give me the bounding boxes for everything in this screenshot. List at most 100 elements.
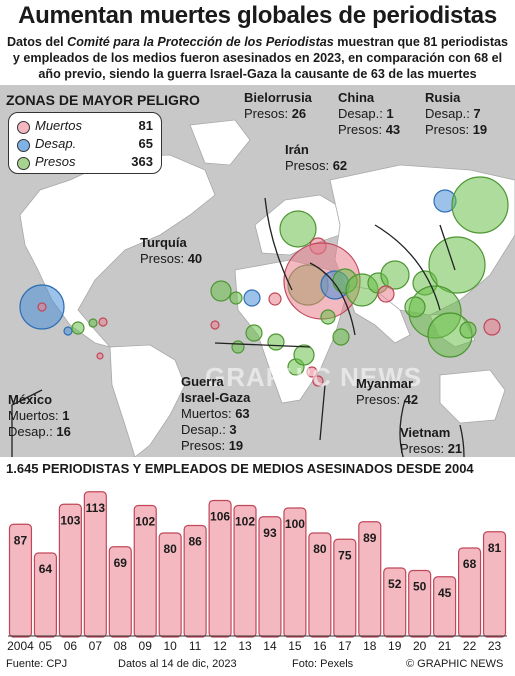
bar-value-label: 87 <box>14 533 28 547</box>
map-bubble-28 <box>306 366 318 378</box>
callout-rusia: Rusia Desap.: 7 Presos: 19 <box>425 90 488 137</box>
x-tick-label: 20 <box>413 639 427 653</box>
map-bubble-34 <box>96 352 104 360</box>
callout-mexico: México Muertos: 1 Desap.: 16 <box>8 392 71 439</box>
x-tick-label: 11 <box>189 639 202 653</box>
map-bubble-35 <box>210 320 220 330</box>
bar-2004 <box>8 523 33 638</box>
map-bubble-36 <box>231 340 245 354</box>
x-tick-label: 21 <box>438 639 452 653</box>
leader-guerra <box>319 384 326 441</box>
map-bubble-38 <box>332 328 350 346</box>
map-bubble-25 <box>245 324 263 342</box>
map-bubble-22 <box>268 292 282 306</box>
x-tick-label: 17 <box>338 639 352 653</box>
callout-turquia: Turquía Presos: 40 <box>140 235 203 266</box>
bar-value-label: 106 <box>210 510 230 524</box>
leader-myanmar <box>399 399 406 457</box>
bar-22 <box>458 547 482 638</box>
leader-vietnam <box>459 424 465 457</box>
bar-18 <box>358 521 382 638</box>
x-tick-label: 09 <box>139 639 153 653</box>
bar-17 <box>333 538 357 638</box>
x-tick-label: 07 <box>89 639 103 653</box>
bar-value-label: 69 <box>114 556 128 570</box>
callout-china: China Desap.: 1 Presos: 43 <box>338 90 401 137</box>
map-bubble-20 <box>377 285 395 303</box>
bar-value-label: 75 <box>338 548 352 562</box>
leader-rusia <box>439 224 456 271</box>
chart-title: 1.645 PERIODISTAS Y EMPLEADOS DE MEDIOS … <box>6 461 474 476</box>
bar-20 <box>408 569 432 638</box>
x-tick-label: 16 <box>313 639 327 653</box>
world-map <box>11 119 515 457</box>
map-bubble-19 <box>483 318 501 336</box>
map-bubble-24 <box>229 291 243 305</box>
map-bubble-33 <box>98 317 108 327</box>
legend-row-presos: Presos 363 <box>17 154 153 172</box>
map-bubble-29 <box>312 375 324 387</box>
bar-value-label: 50 <box>413 580 427 594</box>
bar-value-label: 80 <box>313 542 327 556</box>
land-south-america <box>109 344 186 457</box>
x-tick-label: 19 <box>388 639 402 653</box>
zones-title: ZONAS DE MAYOR PELIGRO <box>6 92 200 108</box>
map-bubble-10 <box>380 260 410 290</box>
x-tick-label: 15 <box>288 639 302 653</box>
footer-credit: © GRAPHIC NEWS <box>406 658 504 670</box>
x-tick-label: 13 <box>238 639 252 653</box>
bar-value-label: 103 <box>60 513 80 527</box>
bar-10 <box>158 532 182 638</box>
footer-source: Fuente: CPJ <box>6 658 68 670</box>
x-tick-label: 22 <box>463 639 477 653</box>
bar-05 <box>33 552 58 638</box>
callout-myanmar: Myanmar Presos: 42 <box>356 376 419 407</box>
bar-12 <box>208 499 232 638</box>
leader-turquia <box>214 342 311 348</box>
bar-chart: 87 2004 64 05 103 06 113 07 69 08 102 09 80 10 86 11 106… <box>7 491 507 653</box>
map-bubble-18 <box>459 321 477 339</box>
leader-china <box>374 224 441 311</box>
world-map-panel <box>0 85 515 457</box>
page-subtitle: Datos del Comité para la Protección de l… <box>6 35 509 81</box>
legend-row-desap: Desap. 65 <box>17 136 153 154</box>
map-bubble-23 <box>210 280 232 302</box>
callout-vietnam: Vietnam Presos: 21 <box>400 425 463 456</box>
map-bubble-14 <box>451 176 509 234</box>
bar-value-label: 45 <box>438 586 452 600</box>
x-tick-label: 14 <box>263 639 277 653</box>
page-title: Aumentan muertes globales de periodistas <box>18 2 497 29</box>
bar-06 <box>58 503 82 638</box>
bar-23 <box>482 531 507 638</box>
footer-photo: Foto: Pexels <box>292 658 354 670</box>
bar-value-label: 102 <box>235 515 255 529</box>
map-bubble-30 <box>63 326 73 336</box>
bar-15 <box>283 507 307 638</box>
bar-value-label: 52 <box>388 577 402 591</box>
bar-19 <box>383 567 407 638</box>
bar-21 <box>433 576 457 638</box>
callout-bielorrusia: Bielorrusia Presos: 26 <box>244 90 312 121</box>
bar-09 <box>133 504 157 638</box>
land-greenland <box>189 119 251 166</box>
leader-mexico <box>11 389 43 457</box>
bar-value-label: 81 <box>488 541 502 555</box>
callout-iran: Irán Presos: 62 <box>285 142 348 173</box>
map-bubble-39 <box>293 344 315 366</box>
leader-iran <box>309 262 356 336</box>
footer-date: Datos al 14 de dic, 2023 <box>118 658 237 670</box>
bar-value-label: 113 <box>86 501 106 515</box>
land-north-america <box>19 154 216 348</box>
leader-bielorrusia <box>264 197 293 291</box>
bar-14 <box>258 516 282 638</box>
map-bubble-17 <box>404 296 426 318</box>
x-tick-label: 06 <box>64 639 78 653</box>
bar-value-label: 89 <box>363 531 377 545</box>
bar-value-label: 93 <box>263 526 277 540</box>
bar-13 <box>233 504 257 638</box>
legend-dot-presos <box>17 157 30 170</box>
bar-value-label: 68 <box>463 557 477 571</box>
x-tick-label: 08 <box>114 639 128 653</box>
bar-value-label: 102 <box>135 515 155 529</box>
